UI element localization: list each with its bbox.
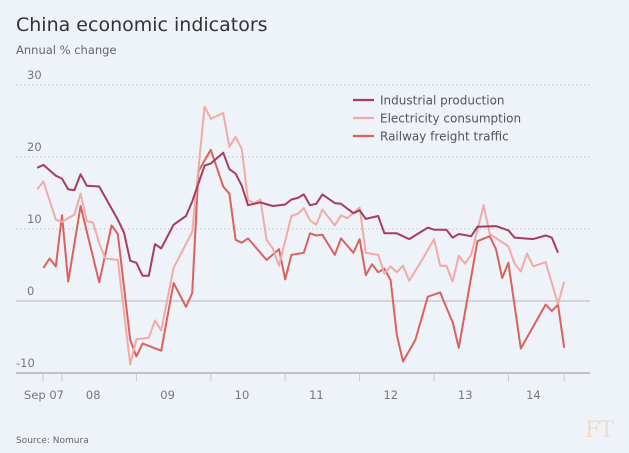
y-tick-label: 10 xyxy=(27,212,42,226)
series-line-electricity-consumption xyxy=(36,105,566,366)
x-tick-label: 12 xyxy=(383,388,398,402)
x-tick-label: 14 xyxy=(526,388,541,402)
x-tick-label: 09 xyxy=(160,388,175,402)
y-tick-label: 0 xyxy=(27,284,34,298)
series-line-industrial-production xyxy=(36,151,559,277)
legend-label: Railway freight traffic xyxy=(380,130,509,144)
x-tick-label: 10 xyxy=(235,388,250,402)
series-lines xyxy=(36,105,566,366)
x-tick-label: 13 xyxy=(458,388,473,402)
chart-title: China economic indicators xyxy=(16,14,268,36)
y-tick-label: 30 xyxy=(27,68,42,82)
x-tick-label: 08 xyxy=(86,388,101,402)
x-tick-label: 11 xyxy=(309,388,324,402)
x-tick-label: Sep 07 xyxy=(24,388,64,402)
legend-label: Industrial production xyxy=(380,94,505,108)
chart-subtitle: Annual % change xyxy=(16,43,117,57)
ft-logo: FT xyxy=(585,418,614,443)
y-tick-label: -10 xyxy=(16,356,35,370)
legend-label: Electricity consumption xyxy=(380,112,521,126)
source-note: Source: Nomura xyxy=(16,436,89,446)
y-tick-label: 20 xyxy=(27,140,42,154)
series-line-railway-freight-traffic xyxy=(42,148,566,363)
legend: Industrial production Electricity consump… xyxy=(353,94,521,144)
x-axis: Sep 07 08 09 10 11 12 13 14 xyxy=(24,373,565,402)
y-axis-labels: 30 20 10 0 -10 xyxy=(16,68,42,370)
gridlines xyxy=(16,84,590,374)
